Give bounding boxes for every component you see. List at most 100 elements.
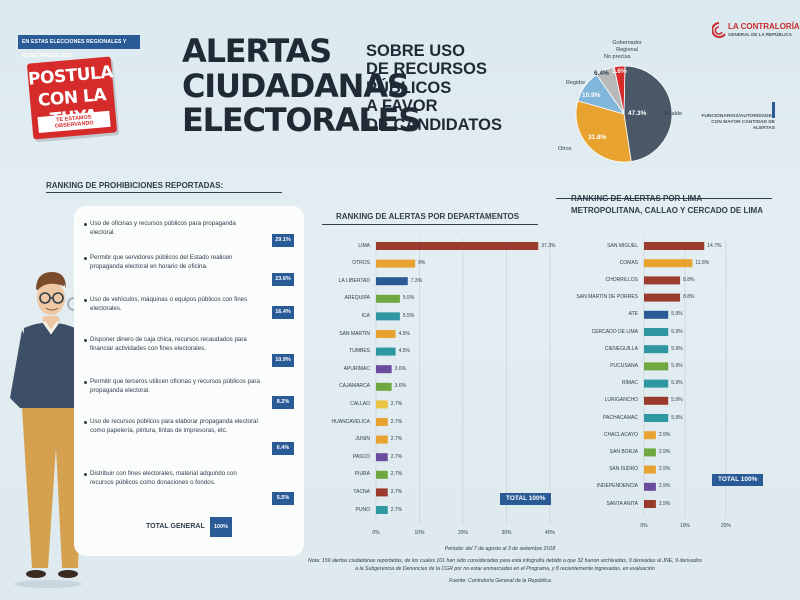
bar	[644, 482, 656, 491]
pie-value-regidor: 10.9%	[582, 92, 601, 99]
subtitle-line: DE RECURSOS	[366, 60, 488, 79]
value-label: 2.9%	[658, 466, 671, 473]
logo-name: LA CONTRALORÍA	[728, 22, 800, 31]
row-bullet	[84, 223, 87, 226]
title-line: ELECTORALES	[182, 101, 421, 140]
prohibition-text: Disponer dinero de caja chica, recursos …	[90, 336, 247, 352]
subtitle-line: A FAVOR	[366, 97, 438, 116]
pie-label-regidor: Regidor	[566, 80, 586, 86]
value-label: 2.7%	[390, 471, 403, 478]
value-label: 7.3%	[410, 277, 423, 284]
contraloria-logo: LA CONTRALORÍA GENERAL DE LA REPÚBLICA	[712, 20, 800, 44]
value-label: 5.9%	[671, 345, 683, 352]
value-label: 8.8%	[683, 276, 695, 283]
prohibition-value: 29.1%	[272, 234, 294, 247]
pie-label-otros: Otros	[558, 146, 572, 152]
total-general-label: TOTAL GENERAL	[146, 523, 205, 530]
lima-bar-chart: 0% 10% 20% SAN MIGUEL 14.7% COMAS 11.8% CHORRIL…	[560, 236, 780, 530]
bar	[644, 500, 656, 508]
category-label: SAN BORJA	[609, 448, 638, 455]
category-label: APURIMAC	[343, 365, 370, 372]
pie-label-no-precisa: No precisa	[604, 54, 631, 60]
bar	[644, 431, 656, 440]
category-label: LA LIBERTAD	[338, 277, 370, 284]
bar	[644, 379, 669, 388]
right-section-rule	[556, 198, 772, 199]
bar	[644, 328, 669, 336]
total-general-value: 100%	[210, 517, 232, 537]
bar	[644, 276, 681, 285]
prohibition-row: Uso de oficinas y recursos públicos para…	[84, 220, 294, 248]
bar	[376, 506, 388, 514]
value-label: 5.9%	[671, 414, 683, 421]
logo-sub: GENERAL DE LA REPÚBLICA	[728, 32, 793, 37]
bar	[644, 345, 669, 354]
prohibition-row: Permitir que servidores públicos del Est…	[84, 254, 294, 290]
prohibition-value: 6.4%	[272, 442, 294, 455]
category-label: CALLAO	[350, 400, 370, 407]
prohibition-value: 23.6%	[272, 273, 294, 286]
pie-slice-alcalde	[623, 65, 673, 162]
footer-note-line2: a la Subgerencia de Denuncias de la CGR …	[355, 566, 655, 572]
bar	[376, 365, 392, 374]
prohibition-row: Uso de recursos públicos para elaborar p…	[84, 418, 294, 458]
category-label: SAN MIGUEL	[607, 242, 638, 249]
row-bullet	[84, 381, 87, 384]
bar	[376, 312, 400, 321]
x-tick-label: 20%	[457, 529, 469, 536]
bar	[376, 435, 388, 444]
value-label: 11.8%	[695, 259, 710, 266]
left-section-title: RANKING DE PROHIBICIONES REPORTADAS:	[46, 181, 224, 190]
value-label: 2.9%	[658, 500, 671, 507]
category-label: TUMBES	[349, 348, 370, 355]
pie-value-no-precisa: 6.4%	[594, 70, 609, 77]
prohibition-row: Uso de vehículos, máquinas o equipos púb…	[84, 296, 294, 324]
prohibition-value: 5.5%	[272, 492, 294, 505]
value-label: 8.8%	[683, 294, 695, 301]
bar	[376, 259, 416, 268]
pie-label-gobernador: Gobernador Regional	[612, 40, 642, 53]
page-title: ALERTAS CIUDADANAS ELECTORALES	[182, 34, 421, 140]
value-label: 14.7%	[707, 242, 722, 249]
category-label: TACNA	[353, 488, 370, 495]
value-label: 3.6%	[394, 383, 407, 390]
x-tick-label: 0%	[640, 523, 648, 530]
prohibition-text: Uso de vehículos, máquinas o equipos púb…	[90, 296, 248, 312]
category-label: CERCADO DE LIMA	[591, 328, 638, 335]
pie-slice-otros	[575, 100, 632, 163]
prohibition-text: Uso de oficinas y recursos públicos para…	[90, 220, 236, 236]
pie-chart-svg	[575, 65, 673, 163]
bar	[376, 347, 396, 356]
category-label: SANTA ANITA	[606, 500, 639, 507]
pie-label-alcalde: Alcalde	[664, 111, 683, 117]
bar	[644, 465, 656, 474]
category-label: ICA	[361, 312, 370, 319]
category-label: LURIGANCHO	[604, 397, 638, 404]
subtitle-line: DE CANDIDATOS	[366, 115, 502, 134]
right-section-title-line2: METROPOLITANA, CALLAO Y CERCADO DE LIMA	[571, 206, 763, 215]
prohibition-value: 8.2%	[272, 396, 294, 409]
bar	[376, 277, 408, 286]
left-section-rule	[46, 192, 282, 193]
value-label: 2.9%	[658, 448, 671, 455]
value-label: 5.9%	[671, 328, 683, 335]
value-label: 2.7%	[390, 488, 403, 495]
x-tick-label: 10%	[414, 529, 425, 536]
bar	[644, 242, 705, 250]
bar	[376, 470, 388, 479]
category-label: PACHACAMAC	[603, 414, 638, 421]
value-label: 2.9%	[658, 483, 671, 490]
category-label: PIURA	[354, 471, 370, 478]
prohibition-row: Disponer dinero de caja chica, recursos …	[84, 336, 294, 372]
prohibition-row: Permitir que terceros utilicen oficinas …	[84, 378, 294, 414]
bar	[376, 382, 392, 391]
subtitle-line: PÚBLICOS	[366, 78, 452, 97]
pie-value-otros: 31.8%	[588, 134, 607, 141]
pie-chart: No precisa Gobernador Regional Regidor O…	[540, 40, 800, 180]
row-bullet	[84, 473, 87, 476]
category-label: SAN MARTÍN	[339, 330, 370, 337]
pie-slice-gobernador-regional	[613, 65, 626, 115]
value-label: 37.3%	[541, 242, 556, 249]
x-tick-label: 40%	[544, 529, 556, 536]
value-label: 2.7%	[390, 436, 403, 443]
